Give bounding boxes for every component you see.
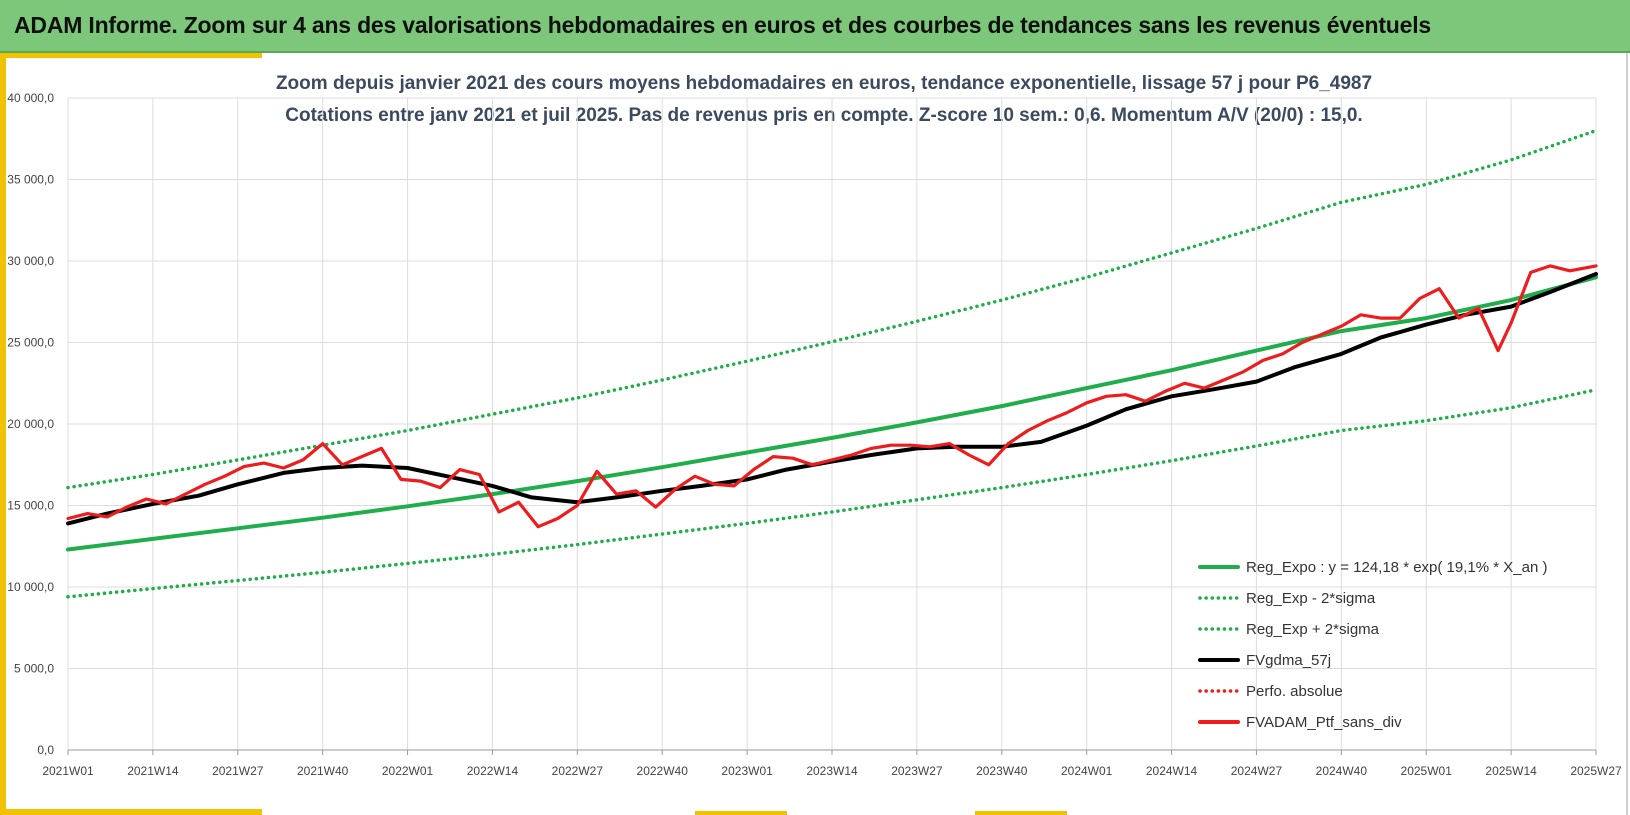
accent-bar-bottom — [0, 809, 262, 815]
x-tick-label: 2024W14 — [1146, 764, 1198, 778]
y-tick-label: 20 000,0 — [7, 417, 54, 431]
y-tick-label: 10 000,0 — [7, 580, 54, 594]
accent-bar-bottom-right — [975, 811, 1067, 815]
x-tick-label: 2025W01 — [1401, 764, 1453, 778]
x-tick-label: 2021W40 — [297, 764, 349, 778]
series-layer — [66, 128, 1598, 599]
chart-subtitle-line2: Cotations entre janv 2021 et juil 2025. … — [285, 105, 1362, 126]
legend-label: FVgdma_57j — [1246, 652, 1331, 669]
x-tick-label: 2023W01 — [721, 764, 773, 778]
report-title: ADAM Informe. Zoom sur 4 ans des valoris… — [14, 12, 1432, 38]
x-tick-label: 2021W27 — [212, 764, 264, 778]
y-tick-label: 35 000,0 — [7, 173, 54, 187]
x-tick-label: 2022W01 — [382, 764, 434, 778]
y-tick-label: 15 000,0 — [7, 499, 54, 513]
x-tick-label: 2022W14 — [467, 764, 519, 778]
legend-label: FVADAM_Ptf_sans_div — [1246, 714, 1402, 731]
chart-legend: Reg_Expo : y = 124,18 * exp( 19,1% * X_a… — [1198, 559, 1547, 731]
x-tick-label: 2021W01 — [42, 764, 94, 778]
accent-bar-top — [0, 53, 262, 58]
axis-layer: 0,0 5 000,0 10 000,0 15 000,0 20 000,0 25 000… — [7, 91, 1622, 778]
legend-label: Reg_Expo : y = 124,18 * exp( 19,1% * X_a… — [1246, 559, 1547, 576]
y-tick-label: 40 000,0 — [7, 91, 54, 105]
accent-bar-left — [0, 53, 6, 815]
legend-label: Reg_Exp - 2*sigma — [1246, 590, 1376, 607]
y-tick-label: 30 000,0 — [7, 254, 54, 268]
series-line-fvadam-ptf-sans-div — [66, 264, 1598, 529]
x-tick-label: 2024W01 — [1061, 764, 1113, 778]
y-tick-label: 0,0 — [37, 743, 54, 757]
series-line-reg-exp-2-sigma — [66, 388, 1598, 599]
report-header: ADAM Informe. Zoom sur 4 ans des valoris… — [0, 0, 1630, 53]
series-line-reg-exp-2-sigma — [66, 128, 1598, 490]
x-tick-label: 2023W40 — [976, 764, 1028, 778]
x-tick-label: 2023W27 — [891, 764, 943, 778]
legend-label: Reg_Exp + 2*sigma — [1246, 621, 1380, 638]
x-tick-label: 2023W14 — [806, 764, 858, 778]
grid-layer — [67, 97, 1597, 751]
x-tick-label: 2022W27 — [552, 764, 604, 778]
x-tick-label: 2024W27 — [1231, 764, 1283, 778]
frame-border-right — [1626, 53, 1628, 815]
x-tick-label: 2025W27 — [1570, 764, 1622, 778]
series-line-reg-expo-y-124-18-exp-19-1-x-an — [66, 275, 1598, 552]
x-tick-label: 2022W40 — [637, 764, 689, 778]
x-tick-label: 2025W14 — [1485, 764, 1537, 778]
accent-bar-bottom-mid — [695, 811, 787, 815]
legend-label: Perfo. absolue — [1246, 683, 1343, 700]
y-tick-label: 5 000,0 — [14, 662, 54, 676]
x-tick-label: 2024W40 — [1316, 764, 1368, 778]
x-tick-label: 2021W14 — [127, 764, 179, 778]
chart-subtitle-line1: Zoom depuis janvier 2021 des cours moyen… — [276, 73, 1372, 94]
y-tick-label: 25 000,0 — [7, 336, 54, 350]
